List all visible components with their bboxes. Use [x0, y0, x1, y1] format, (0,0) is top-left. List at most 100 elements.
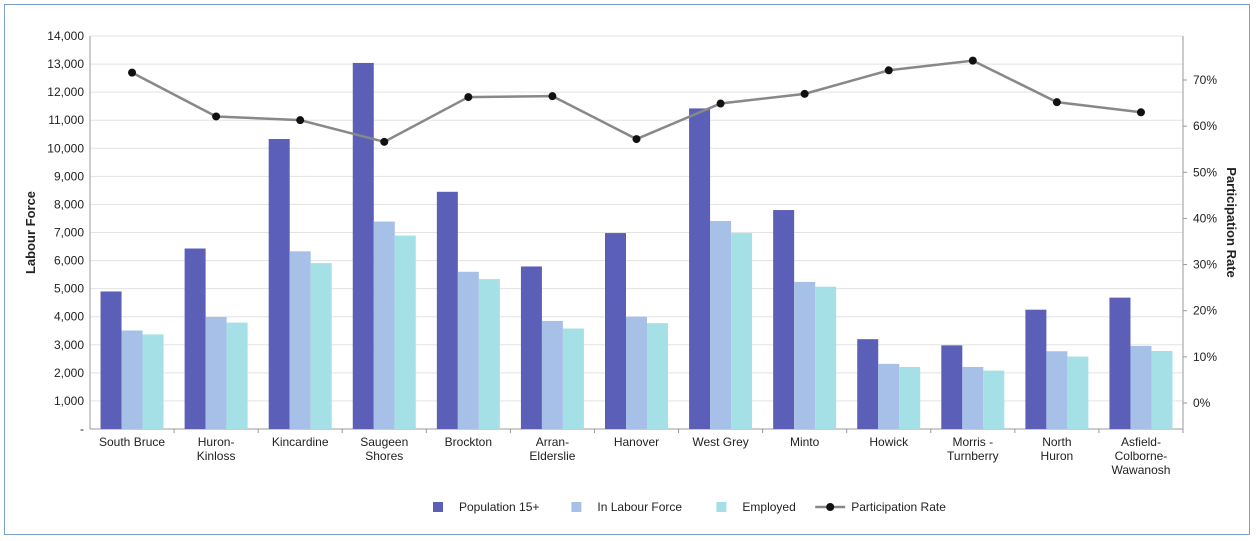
bar — [773, 210, 795, 429]
y-tick-label: 7,000 — [54, 226, 84, 240]
bar — [815, 286, 837, 429]
category-label: West Grey — [692, 435, 748, 449]
category-label: Huron — [1041, 449, 1074, 463]
chart-frame: - 1,000 2,000 3,000 4,000 5,000 6,000 7,000 8,00… — [4, 4, 1250, 535]
bar — [520, 266, 542, 429]
legend-swatch — [433, 502, 443, 512]
bar — [941, 345, 963, 429]
bar — [1151, 350, 1173, 429]
category-label: South Bruce — [99, 435, 165, 449]
y2-tick-label: 60% — [1193, 119, 1217, 133]
y2-axis-title: Participation Rate — [1224, 167, 1239, 278]
category-label: North — [1042, 435, 1071, 449]
participation-rate-point — [128, 68, 137, 77]
bar — [794, 281, 816, 429]
participation-rate-point — [1052, 98, 1061, 107]
bar — [689, 108, 711, 429]
y-tick-label: 5,000 — [54, 282, 84, 296]
category-label: Kinloss — [197, 449, 236, 463]
legend-label: In Labour Force — [597, 500, 682, 514]
bar — [373, 221, 395, 429]
y-axis-title: Labour Force — [23, 191, 38, 274]
y-tick-label: 8,000 — [54, 197, 84, 211]
bar — [1046, 351, 1068, 429]
bar — [1109, 297, 1131, 429]
participation-rate-point — [968, 56, 977, 65]
bar — [605, 233, 626, 429]
bar — [100, 291, 122, 429]
legend-marker — [826, 503, 835, 511]
bar — [562, 328, 584, 429]
bar — [710, 220, 732, 429]
bar — [268, 139, 290, 429]
participation-rate-point — [632, 135, 641, 144]
y-tick-label: 9,000 — [54, 169, 84, 183]
category-label: Arran- — [536, 435, 569, 449]
category-label: Wawanosh — [1112, 463, 1171, 477]
bar — [226, 322, 248, 429]
y2-tick-label: 0% — [1193, 396, 1211, 410]
bar — [647, 323, 668, 429]
y2-tick-label: 50% — [1193, 165, 1217, 179]
bar — [394, 235, 416, 429]
y-tick-label: - — [80, 422, 84, 436]
bar — [352, 62, 374, 429]
legend-swatch — [571, 502, 582, 512]
bar — [626, 316, 647, 429]
bar — [457, 271, 479, 429]
y2-tick-label: 20% — [1193, 304, 1217, 318]
bar — [121, 330, 143, 429]
category-label: Kincardine — [272, 435, 329, 449]
category-label: Colborne- — [1115, 449, 1168, 463]
category-label: Turnberry — [947, 449, 999, 463]
y2-tick-label: 40% — [1193, 211, 1217, 225]
bar — [478, 279, 500, 429]
bar — [310, 263, 332, 429]
y2-tick-label: 70% — [1193, 73, 1217, 87]
category-label: Elderslie — [529, 449, 575, 463]
participation-rate-point — [548, 92, 557, 101]
y-tick-label: 1,000 — [54, 394, 84, 408]
legend-swatch — [716, 502, 727, 512]
category-label: Howick — [869, 435, 909, 449]
y-tick-label: 10,000 — [47, 141, 84, 155]
bar — [983, 370, 1005, 429]
bar — [899, 366, 921, 429]
y2-tick-label: 30% — [1193, 258, 1217, 272]
category-label: Saugeen — [360, 435, 408, 449]
combo-chart: - 1,000 2,000 3,000 4,000 5,000 6,000 7,000 8,00… — [23, 29, 1239, 514]
bar — [1130, 345, 1152, 429]
bar — [731, 233, 753, 429]
participation-rate-point — [1136, 108, 1145, 117]
category-label: Hanover — [614, 435, 659, 449]
participation-rate-point — [716, 99, 725, 108]
participation-rate-line — [131, 59, 1142, 144]
legend-label: Employed — [742, 500, 795, 514]
bar — [205, 316, 227, 429]
legend-label: Participation Rate — [851, 500, 946, 514]
y-tick-label: 12,000 — [47, 85, 84, 99]
category-label: Morris - — [952, 435, 993, 449]
bar — [142, 334, 164, 429]
y-tick-label: 11,000 — [48, 113, 84, 127]
bar — [1067, 356, 1089, 429]
participation-rate-point — [212, 112, 221, 121]
bar — [857, 339, 879, 429]
y-tick-label: 6,000 — [54, 254, 84, 268]
participation-rate-point — [884, 66, 893, 75]
y-tick-label: 3,000 — [54, 338, 84, 352]
bar — [541, 320, 563, 429]
participation-rate-point — [380, 137, 389, 146]
y-tick-label: 2,000 — [54, 366, 84, 380]
y-tick-label: 13,000 — [47, 57, 84, 71]
y-tick-label: 14,000 — [47, 29, 84, 43]
y-tick-label: 4,000 — [54, 310, 84, 324]
participation-rate-point — [800, 89, 809, 98]
y2-tick-label: 10% — [1193, 350, 1217, 364]
bar — [962, 366, 984, 429]
participation-rate-point — [296, 116, 305, 125]
category-label: Huron- — [198, 435, 235, 449]
bar — [289, 251, 311, 429]
bar — [436, 191, 458, 429]
category-label: Shores — [365, 449, 403, 463]
